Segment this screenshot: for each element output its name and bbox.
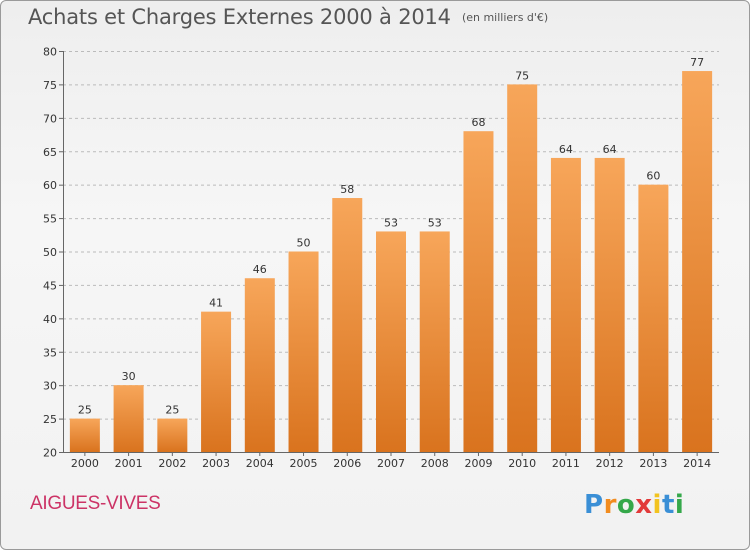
x-tick-label-2008: 2008 [421, 457, 449, 470]
x-tick-label-2009: 2009 [464, 457, 492, 470]
y-tick-label: 25 [43, 413, 57, 426]
logo-letter: x [635, 490, 653, 520]
logo-letter: t [661, 490, 675, 520]
logo-letter: o [616, 490, 636, 520]
bar-2009 [463, 131, 494, 452]
data-label-2007: 53 [384, 216, 398, 229]
data-label-2011: 64 [559, 143, 573, 156]
data-label-2005: 50 [297, 237, 311, 250]
chart-title: Achats et Charges Externes 2000 à 2014 [28, 5, 451, 29]
data-label-2014: 77 [690, 56, 704, 69]
label-layer: 25 30 25 41 46 50 58 53 53 68 75 64 64 60 77 [78, 56, 704, 417]
bar-2007 [376, 231, 406, 452]
bar-2005 [288, 251, 319, 452]
y-tick-label: 65 [43, 146, 57, 159]
title-row: Achats et Charges Externes 2000 à 2014 (… [28, 5, 548, 29]
data-label-2003: 41 [209, 297, 223, 310]
x-tick-label-2010: 2010 [508, 457, 536, 470]
data-label-2000: 25 [78, 404, 92, 417]
y-tick-label: 30 [43, 380, 57, 393]
x-tick-label-2012: 2012 [596, 457, 624, 470]
bar-2002 [157, 418, 188, 452]
bar-2012 [594, 157, 625, 452]
bar-2000 [69, 418, 100, 452]
y-tick-label: 35 [43, 346, 57, 359]
x-tick-label-2014: 2014 [683, 457, 711, 470]
x-tick-label-2005: 2005 [290, 457, 318, 470]
logo-letter: i [652, 490, 662, 520]
data-label-2013: 60 [646, 170, 660, 183]
data-label-2010: 75 [515, 69, 529, 82]
logo-letter: i [674, 490, 685, 520]
data-label-2002: 25 [165, 404, 179, 417]
y-tick-label: 20 [43, 447, 57, 460]
x-tick-label-2006: 2006 [333, 457, 361, 470]
bar-2011 [550, 157, 581, 452]
y-tick-label: 75 [43, 79, 57, 92]
x-tick-label-2007: 2007 [377, 457, 405, 470]
data-label-2001: 30 [122, 370, 136, 383]
data-label-2004: 46 [253, 263, 267, 276]
logo-letter: P [584, 490, 604, 520]
bar-2001 [113, 385, 144, 452]
y-tick-label: 60 [43, 179, 57, 192]
y-tick-label: 45 [43, 279, 57, 292]
y-tick-label: 40 [43, 313, 57, 326]
x-tick-label-2011: 2011 [552, 457, 580, 470]
x-tick-label-2004: 2004 [246, 457, 274, 470]
bar-2013 [638, 184, 669, 452]
axis-layer: 20 25 30 35 40 45 50 55 60 65 70 75 80 2000 2001 2002 20… [43, 46, 719, 470]
x-tick-label-2000: 2000 [71, 457, 99, 470]
data-label-2008: 53 [428, 216, 442, 229]
logo-letter: r [603, 490, 617, 520]
y-tick-label: 80 [43, 46, 57, 59]
x-tick-label-2002: 2002 [158, 457, 186, 470]
bar-2014 [682, 71, 713, 453]
bar-2010 [507, 84, 538, 453]
data-label-2006: 58 [340, 183, 354, 196]
bar-2008 [419, 231, 450, 452]
x-tick-label-2013: 2013 [639, 457, 667, 470]
y-tick-label: 55 [43, 213, 57, 226]
chart-subtitle: (en milliers d'€) [461, 11, 549, 24]
bar-layer [69, 71, 713, 453]
data-label-2009: 68 [471, 116, 485, 129]
bar-2006 [332, 198, 363, 452]
bar-2004 [244, 278, 275, 452]
x-tick-label-2003: 2003 [202, 457, 230, 470]
commune-name: AIGUES-VIVES [30, 493, 161, 514]
y-tick-label: 50 [43, 246, 57, 259]
x-tick-label-2001: 2001 [115, 457, 143, 470]
bar-2003 [201, 311, 232, 452]
data-label-2012: 64 [603, 143, 617, 156]
proxiti-logo[interactable]: Proxiti [584, 490, 684, 520]
y-tick-label: 70 [43, 112, 57, 125]
